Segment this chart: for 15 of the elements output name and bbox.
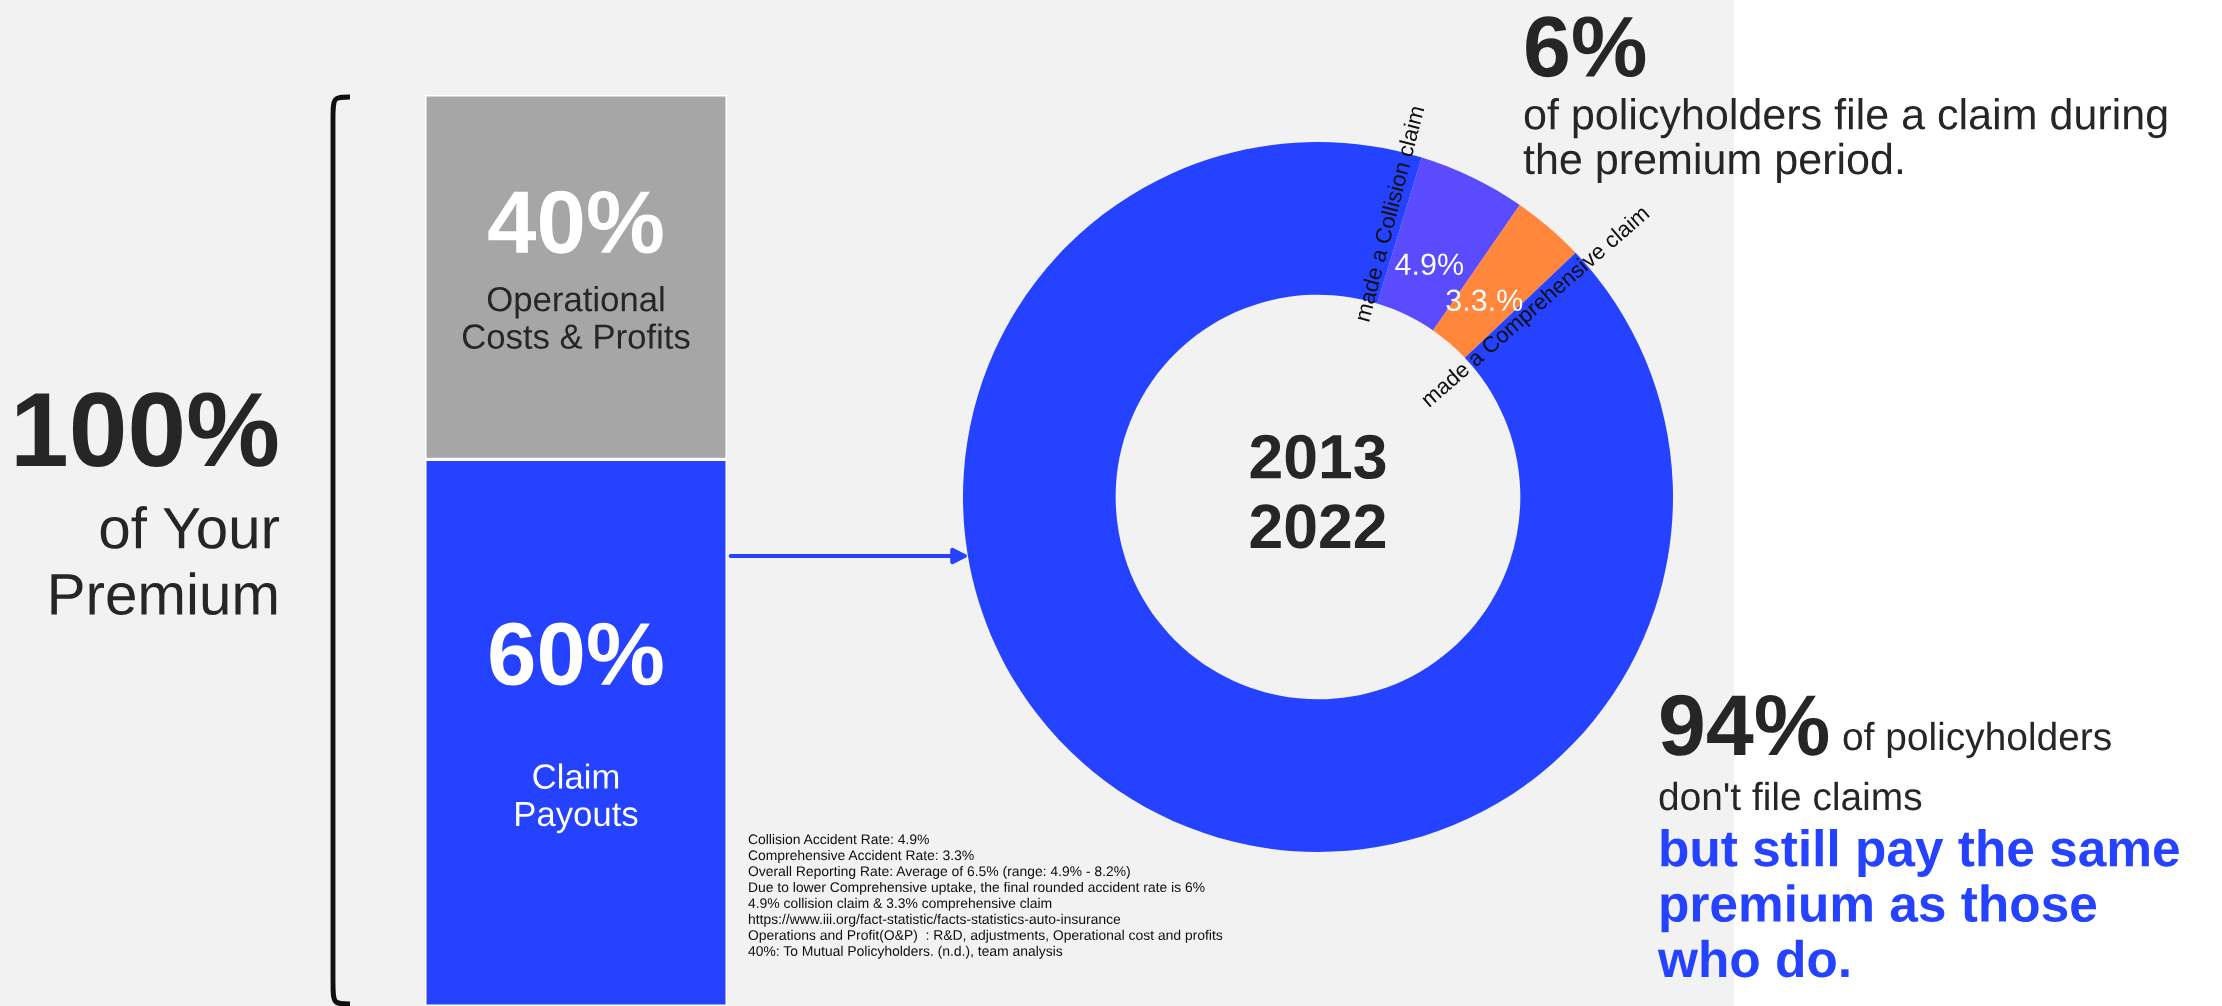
data-label: 40% (488, 190, 663, 254)
text: 2013 2022 (1250, 434, 1386, 549)
series-label: Claim Payouts (516, 763, 638, 834)
text: of policyholders (1843, 721, 2111, 759)
series-label: Operational Costs & Profits (462, 286, 690, 349)
text: don't file claims (1659, 781, 1922, 811)
text: 100% (16, 392, 278, 468)
text: Collision Accident Rate: 4.9% Comprehensive Accident Rate: 3.3% Overall Reporting Rate: Average of 6.5% (range: 4.9% - 8.2%) Due to lower Comprehensive uptake, the final rounded accident rate is 6% 4.9% collision claim & 3.3% comprehensive claim https://www.iii.org/fact-statistic/facts-statistics-auto-insurance Operations and Profit(O&P) : R&D, adjustments, Operational cost and profits 40%: To Mutual Policyholders. (n.d.), team analysis (748, 834, 1223, 959)
text: but still pay the same premium as those who do. (1657, 829, 2179, 978)
text: of Your Premium (51, 506, 280, 616)
text: of policyholders file a claim during the premium period. (1523, 98, 2167, 183)
text: 6% (1526, 16, 1646, 78)
text: 94% (1660, 694, 1829, 756)
data-label: 4.9% (1395, 253, 1464, 276)
data-label: 60% (490, 622, 663, 686)
